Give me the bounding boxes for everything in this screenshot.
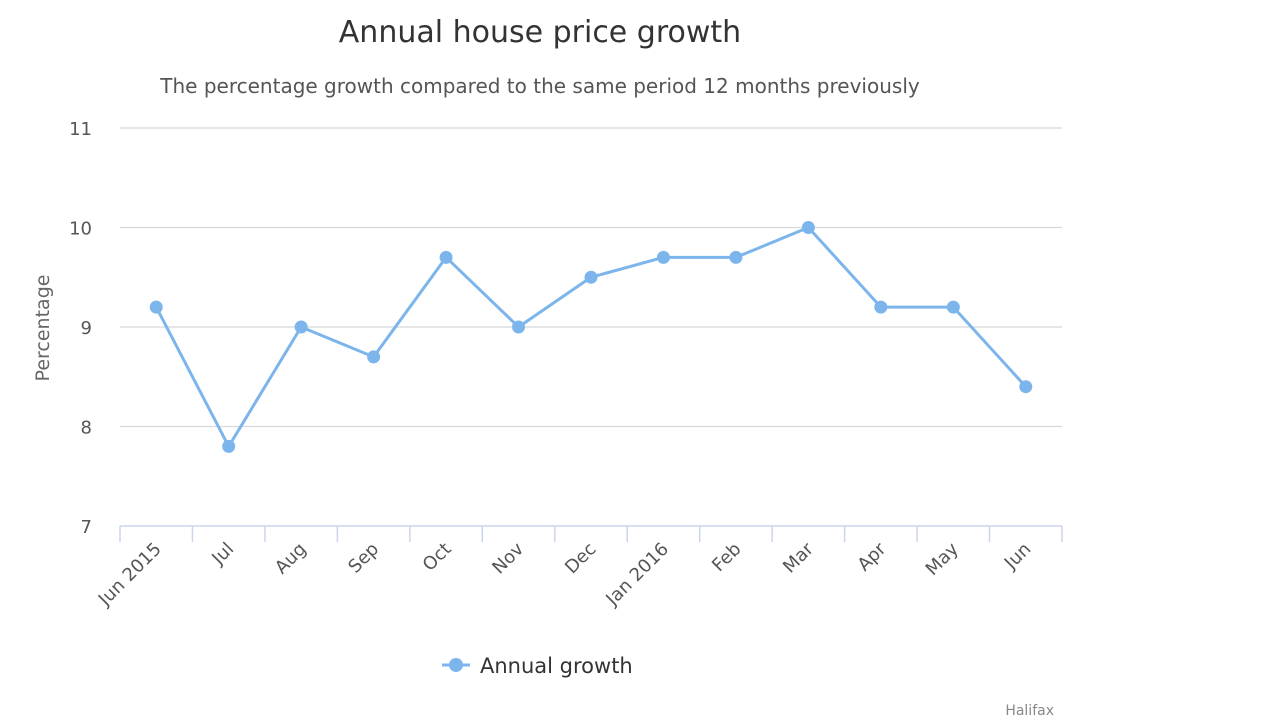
data-point[interactable] [656, 250, 670, 264]
x-tick-label: Nov [488, 538, 528, 578]
legend-marker-icon [449, 658, 463, 672]
data-point[interactable] [439, 250, 453, 264]
data-point[interactable] [512, 320, 526, 334]
y-tick-label: 10 [69, 219, 92, 240]
y-tick-label: 7 [81, 517, 92, 538]
chart-subtitle: The percentage growth compared to the sa… [159, 74, 920, 98]
data-point[interactable] [149, 300, 163, 314]
x-tick-label: Jun [1000, 539, 1035, 574]
y-axis-ticks: 7 8 9 10 11 [69, 119, 92, 538]
data-point[interactable] [294, 320, 308, 334]
data-point[interactable] [584, 270, 598, 284]
legend[interactable]: Annual growth [442, 654, 633, 678]
y-tick-label: 8 [81, 418, 92, 439]
x-tick-label: Jul [207, 539, 238, 570]
data-point[interactable] [946, 300, 960, 314]
x-tick-label: Apr [854, 538, 891, 575]
x-tick-label: Mar [779, 538, 818, 577]
data-point[interactable] [1019, 380, 1033, 394]
data-point[interactable] [801, 221, 815, 234]
x-tick-label: Dec [561, 539, 600, 578]
series-line [154, 226, 1028, 448]
data-point[interactable] [367, 350, 381, 364]
y-tick-label: 11 [69, 119, 92, 140]
data-point[interactable] [874, 300, 888, 314]
y-axis-title: Percentage [32, 275, 54, 382]
x-axis-ticks: Jun 2015 Jul Aug Sep Oct Nov Dec Jan 2016 Feb Mar… [94, 538, 1035, 610]
data-point[interactable] [729, 250, 743, 264]
x-tick-label: Jun 2015 [94, 539, 166, 611]
series-group [149, 221, 1033, 453]
legend-label: Annual growth [480, 654, 633, 678]
x-tick-label: Aug [271, 539, 311, 579]
chart-title: Annual house price growth [339, 15, 741, 50]
data-point[interactable] [222, 439, 236, 453]
x-tick-label: Oct [419, 539, 456, 576]
x-tick-label: May [922, 538, 963, 579]
x-tick-label: Feb [708, 539, 745, 576]
x-axis [119, 525, 1063, 542]
x-tick-label: Sep [344, 539, 383, 578]
grid-lines [120, 127, 1062, 428]
x-tick-label: Jan 2016 [601, 539, 673, 611]
y-tick-label: 9 [81, 318, 92, 339]
chart-credit[interactable]: Halifax [1005, 703, 1054, 719]
